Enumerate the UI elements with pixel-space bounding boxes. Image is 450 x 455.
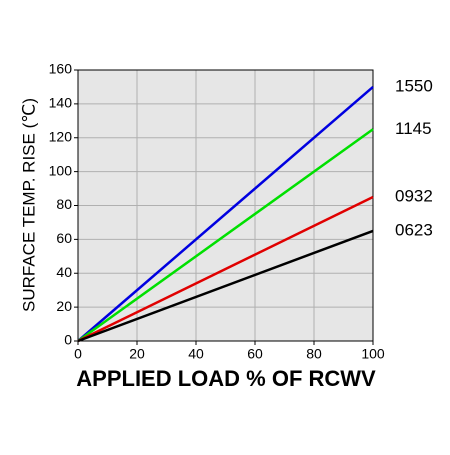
y-tick-label: 40 — [56, 264, 72, 280]
y-tick-label: 60 — [56, 230, 72, 246]
series-line — [77, 85, 374, 342]
series-line — [77, 195, 374, 343]
series-label: 0623 — [395, 220, 433, 239]
y-axis-title: SURFACE TEMP. RISE (℃) — [19, 98, 38, 312]
x-tick-label: 0 — [74, 346, 82, 362]
series-label: 0932 — [395, 187, 433, 206]
series-label: 1145 — [395, 119, 432, 138]
x-tick-label: 80 — [306, 346, 322, 362]
y-tick-label: 140 — [49, 95, 73, 111]
x-axis-title: APPLIED LOAD % OF RCWV — [76, 366, 376, 391]
series-label: 1550 — [395, 76, 433, 95]
y-tick-label: 120 — [49, 128, 73, 144]
x-tick-label: 20 — [129, 346, 145, 362]
y-tick-label: 20 — [56, 298, 72, 314]
series-line — [77, 128, 374, 343]
x-tick-label: 100 — [361, 346, 385, 362]
x-tick-label: 40 — [188, 346, 204, 362]
plot-frame — [77, 69, 374, 342]
y-tick-label: 160 — [49, 61, 73, 77]
y-tick-label: 0 — [64, 332, 72, 348]
y-tick-label: 80 — [56, 196, 72, 212]
series-line — [77, 229, 374, 343]
x-tick-label: 60 — [247, 346, 263, 362]
y-tick-label: 100 — [49, 162, 73, 178]
